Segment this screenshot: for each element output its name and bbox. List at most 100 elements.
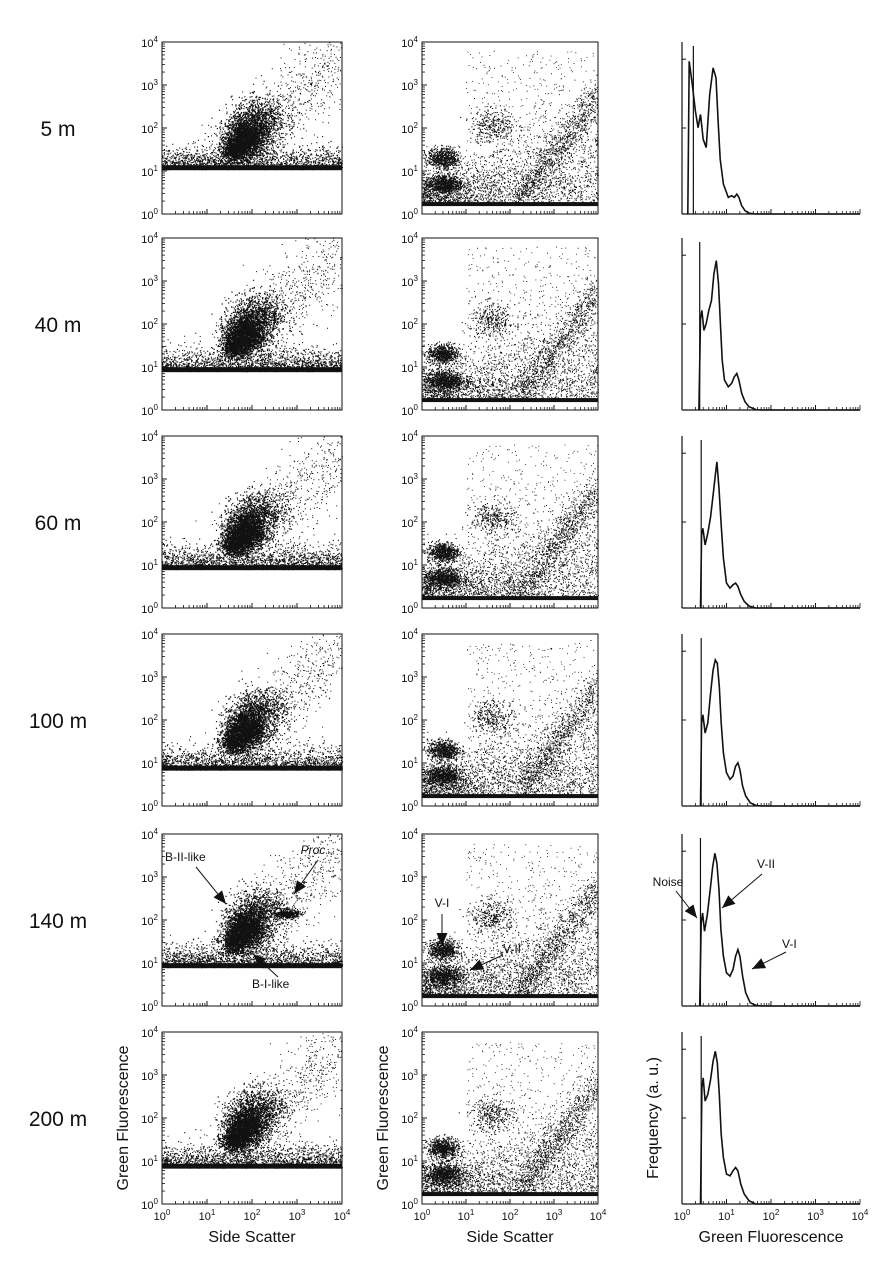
x-tick-label-base: 10 [590, 1211, 602, 1223]
x-tick-label: 101 [458, 1208, 475, 1223]
y-tick-label-exp: 3 [414, 472, 419, 481]
depth-label: 140 m [29, 910, 87, 933]
y-tick-label: 101 [401, 956, 418, 971]
green-fluorescence-histogram [699, 1036, 860, 1205]
y-tick-label: 101 [401, 360, 418, 375]
y-tick-label: 101 [401, 558, 418, 573]
cytogram-side-scatter-panel [162, 436, 343, 571]
x-tick-label-base: 10 [546, 1211, 558, 1223]
x-tick-label-base: 10 [852, 1211, 864, 1223]
cytogram-side-scatter-panel-2 [422, 843, 599, 999]
y-tick-label-base: 10 [401, 406, 413, 418]
cytogram-side-scatter-panel [162, 634, 344, 771]
x-tick-label-exp: 0 [166, 1208, 171, 1217]
y-tick-label-exp: 3 [414, 670, 419, 679]
y-tick-label-base: 10 [401, 475, 413, 487]
y-tick-label-base: 10 [141, 604, 153, 616]
y-tick-label-base: 10 [401, 363, 413, 375]
y-tick-label-base: 10 [141, 630, 153, 642]
y-tick-label: 102 [401, 1111, 418, 1126]
depth-label: 100 m [29, 710, 87, 733]
detection-floor-band [422, 794, 598, 799]
y-tick-label-exp: 4 [414, 35, 419, 44]
y-tick-label-exp: 2 [414, 121, 419, 130]
histogram-curve [699, 461, 860, 609]
y-tick-label: 101 [401, 164, 418, 179]
y-tick-label: 102 [141, 121, 158, 136]
y-tick-label-base: 10 [401, 518, 413, 530]
y-tick-label-exp: 3 [414, 1068, 419, 1077]
annotation-arrowhead [294, 880, 306, 894]
y-tick-label: 103 [141, 870, 158, 885]
x-tick-label-exp: 3 [819, 1208, 824, 1217]
y-tick-label-exp: 1 [414, 164, 419, 173]
y-tick-label-exp: 3 [414, 870, 419, 879]
y-tick-label: 104 [401, 429, 418, 444]
y-tick-label-exp: 1 [414, 558, 419, 567]
y-tick-label-base: 10 [141, 1002, 153, 1014]
y-tick-label: 101 [401, 1154, 418, 1169]
cytogram-side-scatter-panel [162, 238, 343, 373]
y-tick-label-exp: 4 [154, 827, 159, 836]
y-tick-label-base: 10 [141, 716, 153, 728]
cytogram-event-dots [422, 640, 599, 797]
x-tick-label: 104 [852, 1208, 869, 1223]
x-tick-label-exp: 0 [426, 1208, 431, 1217]
x-axis-label: Green Fluorescence [699, 1229, 844, 1246]
y-tick-label-exp: 0 [414, 999, 419, 1008]
y-tick-label-exp: 2 [414, 515, 419, 524]
y-tick-label-base: 10 [141, 673, 153, 685]
y-tick-label-exp: 1 [154, 956, 159, 965]
x-tick-label: 102 [244, 1208, 261, 1223]
x-tick-label-base: 10 [244, 1211, 256, 1223]
y-tick-label-base: 10 [401, 320, 413, 332]
y-tick-label-base: 10 [141, 1071, 153, 1083]
cytogram-event-dots [422, 246, 599, 401]
x-tick-label: 101 [718, 1208, 735, 1223]
y-tick-label-base: 10 [401, 1071, 413, 1083]
y-tick-label: 103 [401, 472, 418, 487]
y-tick-label: 103 [401, 1068, 418, 1083]
y-tick-label: 102 [401, 121, 418, 136]
y-tick-label-base: 10 [141, 363, 153, 375]
y-tick-label-base: 10 [401, 277, 413, 289]
histogram-curve [699, 657, 860, 807]
y-tick-label-base: 10 [141, 277, 153, 289]
cytogram-side-scatter-panel [162, 1033, 344, 1169]
y-tick-label: 100 [141, 403, 158, 418]
y-tick-label: 102 [401, 713, 418, 728]
y-tick-label: 100 [401, 999, 418, 1014]
x-tick-label: 103 [807, 1208, 824, 1223]
green-fluorescence-histogram [699, 638, 860, 807]
y-tick-label: 100 [141, 799, 158, 814]
y-tick-label-base: 10 [141, 916, 153, 928]
y-tick-label: 101 [141, 360, 158, 375]
y-tick-label-exp: 2 [414, 913, 419, 922]
y-tick-label: 100 [141, 601, 158, 616]
y-tick-label-base: 10 [401, 802, 413, 814]
population-label-b-ii-like: B-II-like [165, 850, 206, 864]
y-tick-label: 104 [401, 1025, 418, 1040]
y-tick-label-exp: 2 [414, 317, 419, 326]
green-fluorescence-histogram [698, 242, 860, 411]
y-tick-label-base: 10 [401, 167, 413, 179]
axes-frame [681, 42, 861, 215]
y-tick-label-exp: 4 [154, 231, 159, 240]
y-tick-label-base: 10 [141, 959, 153, 971]
x-tick-label-exp: 0 [686, 1208, 691, 1217]
y-tick-label-exp: 4 [154, 627, 159, 636]
x-axis-label: Side Scatter [466, 1229, 554, 1246]
y-tick-label: 101 [141, 1154, 158, 1169]
y-tick-label-base: 10 [141, 1200, 153, 1212]
y-tick-label-base: 10 [401, 234, 413, 246]
histogram-curve [687, 61, 860, 215]
cytogram-event-dots [162, 634, 344, 771]
y-tick-label: 104 [401, 827, 418, 842]
y-tick-label-base: 10 [141, 830, 153, 842]
y-tick-label-base: 10 [141, 1157, 153, 1169]
cytogram-event-dots [422, 843, 599, 997]
y-tick-label-exp: 1 [414, 360, 419, 369]
x-tick-label: 100 [674, 1208, 691, 1223]
